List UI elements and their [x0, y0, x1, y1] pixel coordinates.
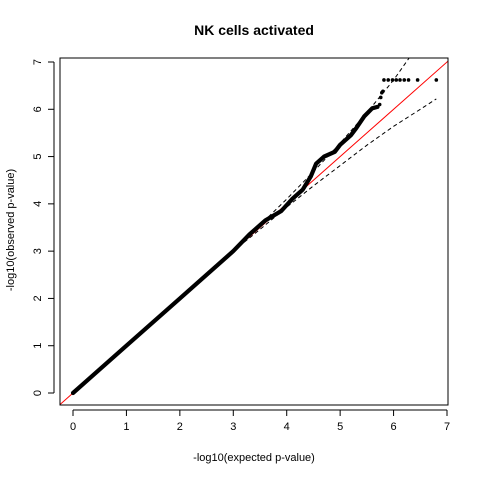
y-tick-label-1: 1	[32, 343, 44, 349]
axes-layer: 0 1 2 3 4 5 6 7 0 1 2 3 4 5 6 7	[32, 57, 450, 433]
data-point-9	[402, 78, 407, 82]
y-tick-label-3: 3	[32, 248, 44, 254]
y-tick-label-2: 2	[32, 295, 44, 301]
x-axis-label: -log10(expected p-value)	[193, 452, 315, 464]
y-tick-label-4: 4	[32, 201, 44, 207]
data-point-3	[381, 89, 385, 94]
data-point-12	[434, 78, 439, 82]
data-point-8	[398, 78, 402, 82]
data-point-10	[406, 78, 411, 82]
y-tick-label-6: 6	[32, 106, 44, 112]
data-point-7	[394, 78, 399, 82]
x-tick-label-4: 4	[284, 421, 290, 433]
x-tick-label-7: 7	[444, 421, 450, 433]
x-tick-label-1: 1	[123, 421, 129, 433]
data-point-0	[377, 102, 382, 107]
confidence-band-lower	[232, 98, 437, 252]
y-axis-label: -log10(observed p-value)	[5, 169, 17, 291]
data-point-11	[415, 78, 420, 82]
plot-frame	[59, 57, 449, 406]
y-tick-label-7: 7	[32, 59, 44, 65]
x-tick-label-5: 5	[337, 421, 343, 433]
x-tick-label-3: 3	[230, 421, 236, 433]
data-point-1	[378, 95, 383, 100]
plot-layer	[60, 58, 448, 405]
observed-points-trace	[70, 104, 380, 396]
confidence-band-upper	[232, 58, 410, 252]
data-point-5	[386, 78, 391, 82]
y-tick-label-5: 5	[32, 154, 44, 160]
x-tick-label-6: 6	[391, 421, 397, 433]
chart-title: NK cells activated	[194, 22, 314, 38]
x-tick-label-0: 0	[70, 421, 76, 433]
data-point-4	[382, 78, 386, 82]
data-point-6	[390, 78, 395, 82]
x-tick-label-2: 2	[177, 421, 183, 433]
plot-clipped-group	[60, 58, 448, 405]
y-tick-label-0: 0	[32, 390, 44, 396]
